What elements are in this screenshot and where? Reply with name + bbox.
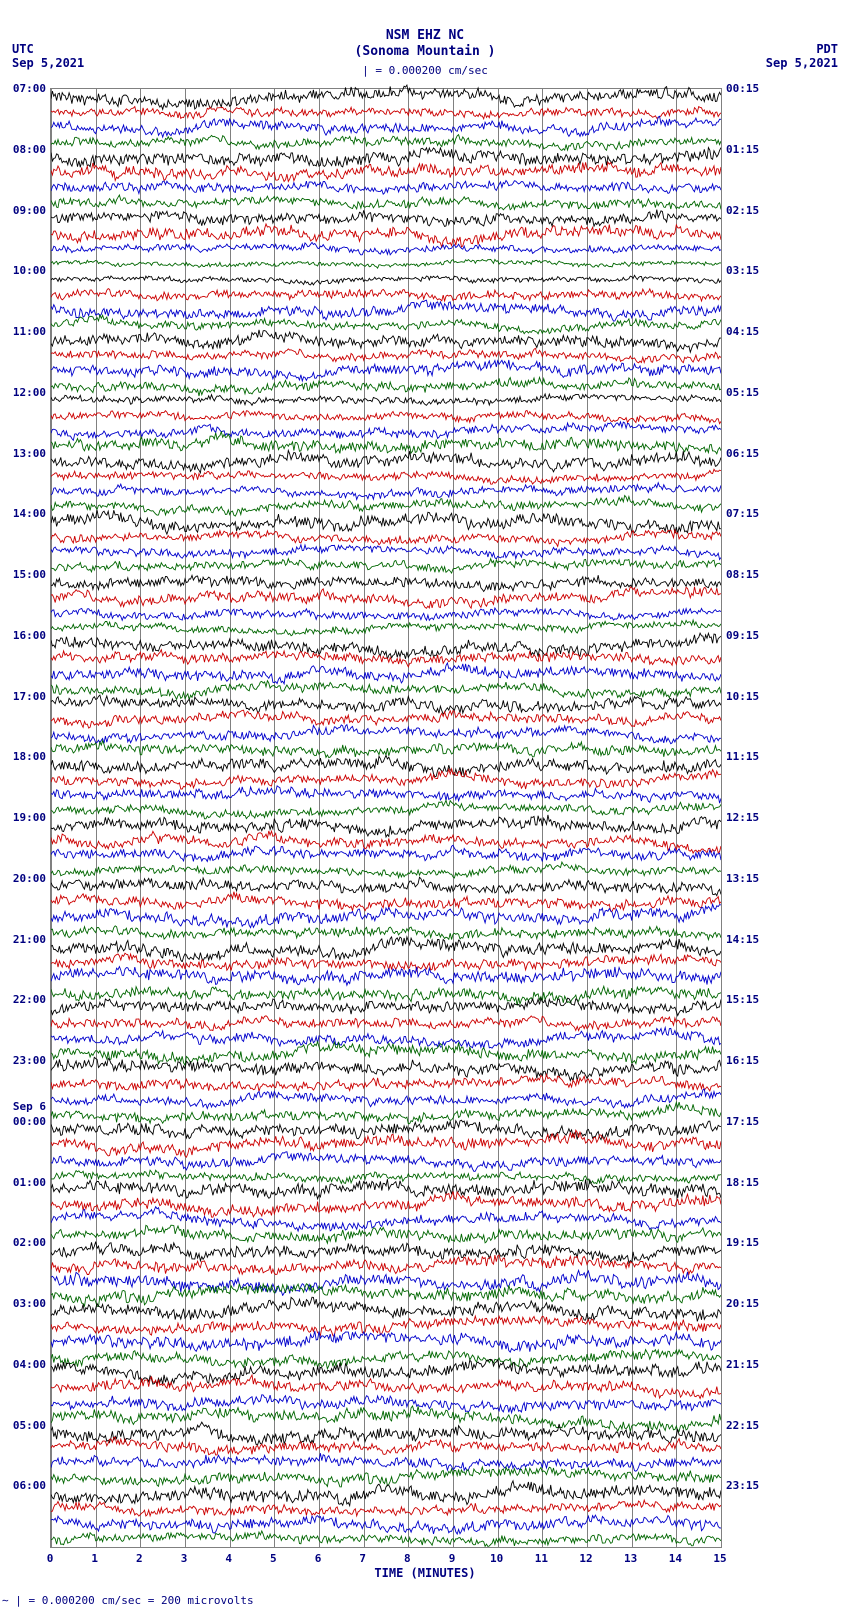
pdt-hour-label: 05:15 <box>726 386 759 399</box>
utc-hour-label: 18:00 <box>2 750 46 763</box>
pdt-hour-label: 02:15 <box>726 204 759 217</box>
xaxis-tick-label: 0 <box>47 1552 54 1565</box>
footer-scale: ∼ | = 0.000200 cm/sec = 200 microvolts <box>2 1594 254 1607</box>
xaxis-tick-label: 4 <box>225 1552 232 1565</box>
utc-hour-label: 01:00 <box>2 1176 46 1189</box>
xaxis-tick-label: 5 <box>270 1552 277 1565</box>
footer-icon: ∼ <box>2 1594 9 1607</box>
xaxis-tick-label: 3 <box>181 1552 188 1565</box>
xaxis-tick-label: 8 <box>404 1552 411 1565</box>
pdt-hour-label: 14:15 <box>726 933 759 946</box>
utc-hour-label: 20:00 <box>2 872 46 885</box>
pdt-hour-label: 12:15 <box>726 811 759 824</box>
tz-right: PDT Sep 5,2021 <box>766 42 838 70</box>
pdt-hour-label: 04:15 <box>726 325 759 338</box>
grid-line-vertical <box>721 89 722 1547</box>
plot-area <box>50 88 722 1548</box>
xaxis-tick-label: 14 <box>669 1552 682 1565</box>
utc-hour-label: 15:00 <box>2 568 46 581</box>
utc-hour-label: 17:00 <box>2 690 46 703</box>
tz-right-label: PDT <box>766 42 838 56</box>
utc-hour-label: 10:00 <box>2 264 46 277</box>
utc-hour-label: 22:00 <box>2 993 46 1006</box>
pdt-hour-label: 16:15 <box>726 1054 759 1067</box>
utc-hour-label: 08:00 <box>2 143 46 156</box>
pdt-hour-label: 18:15 <box>726 1176 759 1189</box>
station-code: NSM EHZ NC <box>0 28 850 44</box>
pdt-hour-label: 13:15 <box>726 872 759 885</box>
day-marker: Sep 6 <box>2 1100 46 1113</box>
pdt-hour-label: 17:15 <box>726 1115 759 1128</box>
footer-text: | = 0.000200 cm/sec = 200 microvolts <box>15 1594 253 1607</box>
tz-left-date: Sep 5,2021 <box>12 56 84 70</box>
trace-row <box>51 1524 721 1554</box>
utc-hour-label: 06:00 <box>2 1479 46 1492</box>
pdt-hour-label: 09:15 <box>726 629 759 642</box>
station-location: (Sonoma Mountain ) <box>0 44 850 60</box>
xaxis-tick-label: 12 <box>579 1552 592 1565</box>
pdt-hour-label: 23:15 <box>726 1479 759 1492</box>
xaxis-tick-label: 15 <box>713 1552 726 1565</box>
xaxis-tick-label: 6 <box>315 1552 322 1565</box>
utc-hour-label: 05:00 <box>2 1419 46 1432</box>
utc-hour-label: 11:00 <box>2 325 46 338</box>
xaxis-title: TIME (MINUTES) <box>374 1566 475 1580</box>
utc-hour-label: 21:00 <box>2 933 46 946</box>
utc-hour-label: 12:00 <box>2 386 46 399</box>
xaxis-tick-label: 10 <box>490 1552 503 1565</box>
pdt-hour-label: 21:15 <box>726 1358 759 1371</box>
xaxis-tick-label: 7 <box>359 1552 366 1565</box>
tz-left: UTC Sep 5,2021 <box>12 42 84 70</box>
pdt-hour-label: 07:15 <box>726 507 759 520</box>
utc-hour-label: 13:00 <box>2 447 46 460</box>
pdt-hour-label: 22:15 <box>726 1419 759 1432</box>
header: NSM EHZ NC (Sonoma Mountain ) | = 0.0002… <box>0 0 850 77</box>
utc-hour-label: 02:00 <box>2 1236 46 1249</box>
scale-legend: | = 0.000200 cm/sec <box>0 64 850 77</box>
pdt-hour-label: 19:15 <box>726 1236 759 1249</box>
pdt-hour-label: 15:15 <box>726 993 759 1006</box>
tz-left-label: UTC <box>12 42 84 56</box>
utc-hour-label: 04:00 <box>2 1358 46 1371</box>
xaxis-tick-label: 9 <box>449 1552 456 1565</box>
utc-hour-label: 23:00 <box>2 1054 46 1067</box>
xaxis-tick-label: 11 <box>535 1552 548 1565</box>
utc-hour-label: 03:00 <box>2 1297 46 1310</box>
pdt-hour-label: 20:15 <box>726 1297 759 1310</box>
utc-hour-label: 09:00 <box>2 204 46 217</box>
xaxis-tick-label: 1 <box>91 1552 98 1565</box>
utc-hour-label: 00:00 <box>2 1115 46 1128</box>
seismogram-container: NSM EHZ NC (Sonoma Mountain ) | = 0.0002… <box>0 0 850 1613</box>
utc-hour-label: 14:00 <box>2 507 46 520</box>
pdt-hour-label: 03:15 <box>726 264 759 277</box>
pdt-hour-label: 08:15 <box>726 568 759 581</box>
utc-hour-label: 07:00 <box>2 82 46 95</box>
xaxis-tick-label: 2 <box>136 1552 143 1565</box>
utc-hour-label: 16:00 <box>2 629 46 642</box>
pdt-hour-label: 11:15 <box>726 750 759 763</box>
pdt-hour-label: 06:15 <box>726 447 759 460</box>
pdt-hour-label: 01:15 <box>726 143 759 156</box>
tz-right-date: Sep 5,2021 <box>766 56 838 70</box>
pdt-hour-label: 10:15 <box>726 690 759 703</box>
pdt-hour-label: 00:15 <box>726 82 759 95</box>
xaxis-tick-label: 13 <box>624 1552 637 1565</box>
utc-hour-label: 19:00 <box>2 811 46 824</box>
